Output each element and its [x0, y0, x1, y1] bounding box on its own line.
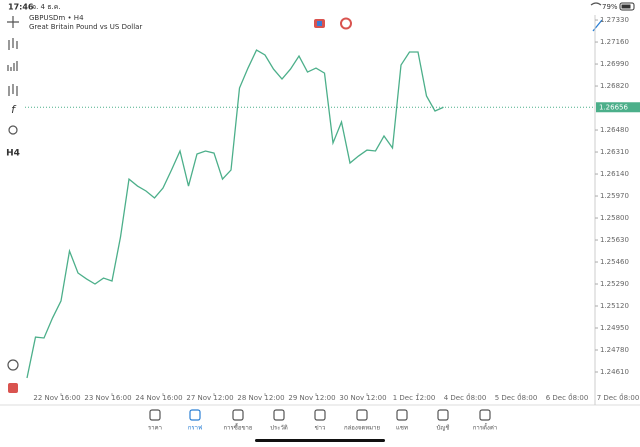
current-price-label: 1.26656	[599, 103, 628, 111]
tab-label: แชท	[396, 425, 408, 432]
tab[interactable]: กราฟ	[188, 409, 202, 432]
tab-label: ราคา	[148, 425, 162, 432]
x-tick-label: 27 Nov 12:00	[186, 394, 233, 402]
tab[interactable]: ราคา	[148, 409, 162, 432]
y-tick-label: 1.26990	[600, 60, 629, 68]
status-date: จ. 4 ธ.ค.	[32, 3, 61, 11]
tab[interactable]: การซื้อขาย	[224, 409, 253, 432]
x-tick-label: 24 Nov 16:00	[135, 394, 182, 402]
tab-icon	[314, 409, 326, 421]
tab[interactable]: บัญชี	[437, 409, 450, 432]
tab-icon	[232, 409, 244, 421]
battery-level	[621, 4, 631, 9]
current-price-tag	[596, 102, 640, 113]
buy-button-inner	[317, 21, 322, 26]
y-tick-label: 1.25970	[600, 192, 629, 200]
tab-icon	[149, 409, 161, 421]
x-tick-label: 5 Dec 08:00	[495, 394, 538, 402]
tab-label: การตั้งค่า	[473, 422, 497, 432]
wifi-icon	[590, 2, 602, 6]
tab-label: กล่องจดหมาย	[344, 425, 380, 432]
y-tick-label: 1.26310	[600, 148, 629, 156]
tab-icon	[356, 409, 368, 421]
objects-tool[interactable]	[8, 125, 18, 135]
tab-icon	[273, 409, 285, 421]
settings-tool[interactable]	[8, 84, 18, 96]
x-tick-label: 1 Dec 12:00	[393, 394, 436, 402]
y-tick-label: 1.26480	[600, 126, 629, 134]
tab[interactable]: ประวัติ	[270, 409, 288, 432]
price-line	[26, 49, 444, 379]
tab[interactable]: ข่าว	[314, 409, 326, 432]
battery-icon	[619, 2, 635, 11]
y-tick-label: 1.25290	[600, 280, 629, 288]
status-time: 17:46	[8, 3, 34, 12]
y-tick-label: 1.25120	[600, 302, 629, 310]
status-battery: 79%	[602, 3, 618, 11]
y-tick-label: 1.24610	[600, 368, 629, 376]
y-tick-label: 1.25460	[600, 258, 629, 266]
x-tick-label: 6 Dec 08:00	[546, 394, 589, 402]
y-tick-label: 1.27160	[600, 38, 629, 46]
crosshair-tool[interactable]	[7, 16, 19, 28]
tab-label: กราฟ	[188, 425, 202, 432]
left-toolbar: f H4	[6, 16, 20, 393]
y-tick-label: 1.25800	[600, 214, 629, 222]
tab-label: ข่าว	[315, 425, 326, 432]
y-tick-label: 1.26140	[600, 170, 629, 178]
tab-label: บัญชี	[437, 424, 450, 432]
y-tick-label: 1.25630	[600, 236, 629, 244]
tab[interactable]: การตั้งค่า	[473, 409, 497, 432]
function-tool[interactable]: f	[11, 103, 17, 116]
home-indicator	[255, 439, 385, 442]
tab-icon	[189, 409, 201, 421]
y-tick-label: 1.26820	[600, 82, 629, 90]
tab[interactable]: กล่องจดหมาย	[344, 409, 380, 432]
chart-subtitle: Great Britain Pound vs US Dollar	[29, 23, 142, 31]
x-tick-label: 7 Dec 08:00	[597, 394, 640, 402]
y-tick-label: 1.24780	[600, 346, 629, 354]
signal-tool[interactable]	[7, 359, 19, 371]
tab-icon	[479, 409, 491, 421]
chart-type-tool[interactable]	[7, 61, 18, 71]
indicator-tool[interactable]	[8, 38, 18, 50]
chart-title: GBPUSDm • H4	[29, 14, 84, 22]
tab-label: การซื้อขาย	[224, 422, 253, 432]
timeframe-tool[interactable]: H4	[6, 149, 20, 159]
tab-label: ประวัติ	[270, 425, 288, 432]
tab-icon	[437, 409, 449, 421]
tab[interactable]: แชท	[396, 409, 408, 432]
x-tick-label: 22 Nov 16:00	[33, 394, 80, 402]
x-tick-label: 30 Nov 12:00	[339, 394, 386, 402]
trade-tool[interactable]	[8, 383, 18, 393]
y-tick-label: 1.27330	[600, 16, 629, 24]
x-tick-label: 28 Nov 12:00	[237, 394, 284, 402]
x-tick-label: 29 Nov 12:00	[288, 394, 335, 402]
x-tick-label: 4 Dec 08:00	[444, 394, 487, 402]
y-tick-label: 1.24950	[600, 324, 629, 332]
x-tick-label: 23 Nov 16:00	[84, 394, 131, 402]
tab-icon	[396, 409, 408, 421]
one-click-toggle[interactable]	[340, 17, 352, 30]
